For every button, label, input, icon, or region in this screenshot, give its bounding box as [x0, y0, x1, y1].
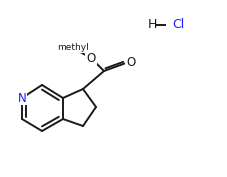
Text: O: O	[126, 56, 135, 70]
Text: H: H	[147, 19, 156, 32]
Text: N: N	[17, 92, 26, 104]
Text: O: O	[86, 52, 95, 64]
Text: Cl: Cl	[171, 19, 183, 32]
Text: methyl: methyl	[57, 44, 89, 53]
